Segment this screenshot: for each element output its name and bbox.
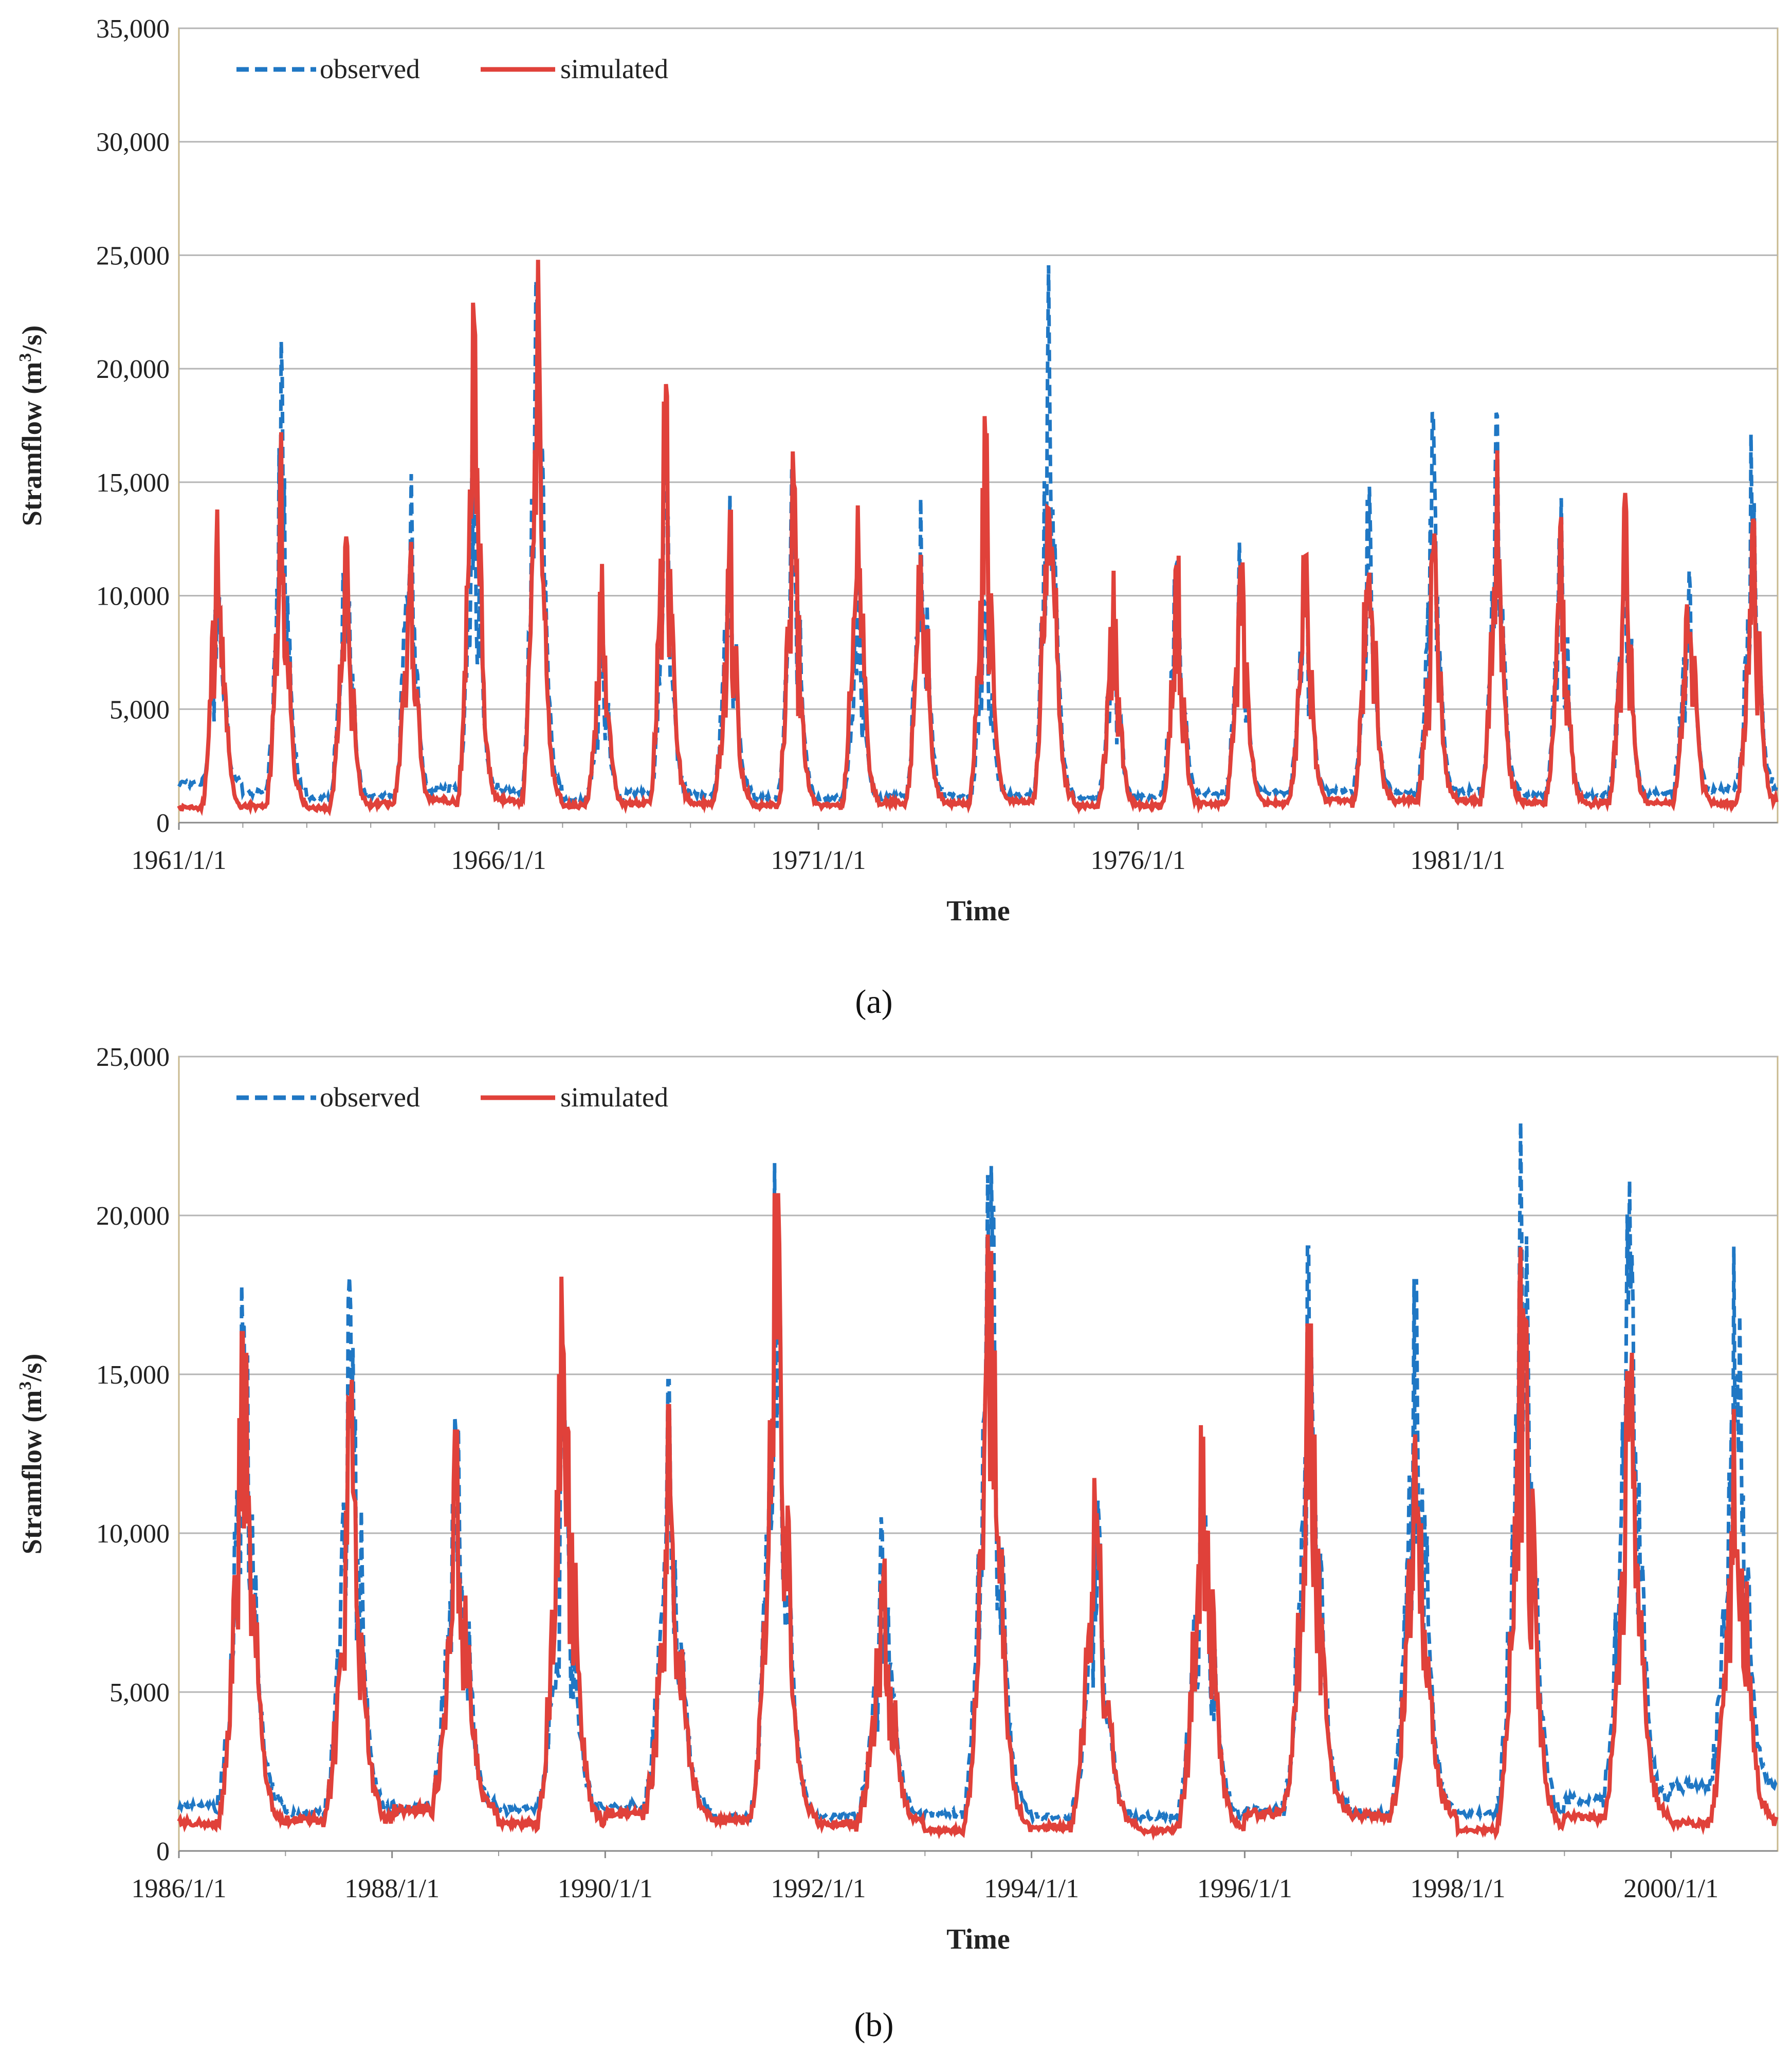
panel-a-caption: (a) [855,983,892,1021]
panel-b-x-tick-label: 1998/1/1 [1411,1874,1506,1903]
panel-b-plot-frame [178,1056,1779,1852]
panel-b-simulated-line [177,1193,1779,1841]
panel-b-caption: (b) [854,2006,894,2044]
legend-simulated-label: simulated [560,53,668,84]
panel-a-x-ticks: 1961/1/1 1966/1/1 1971/1/1 1976/1/1 1981/1/1 [132,823,1714,875]
panel-a-simulated-line [177,260,1779,816]
panel-a: 0 5,000 10,000 15,000 20,000 25,000 30,000 35,0… [16,14,1779,1021]
panel-a-y-tick-label: 30,000 [96,128,170,157]
panel-a-x-tick-label: 1971/1/1 [771,846,866,875]
panel-b-y-tick-label: 0 [156,1837,170,1866]
legend-observed-label: observed [320,53,420,84]
panel-b-x-axis-title: Time [946,1923,1010,1955]
panel-a-x-tick-label: 1981/1/1 [1411,846,1506,875]
panel-a-y-axis-title: Stramflow (m3/s) [16,325,47,526]
panel-a-x-axis-title: Time [946,895,1010,927]
panel-a-x-tick-label: 1966/1/1 [451,846,546,875]
panel-a-y-tick-labels: 0 5,000 10,000 15,000 20,000 25,000 30,000 35,0… [96,14,170,838]
panel-b-x-tick-label: 1996/1/1 [1197,1874,1292,1903]
panel-b-x-tick-label: 1992/1/1 [771,1874,866,1903]
panel-b-x-tick-label: 1990/1/1 [558,1874,653,1903]
panel-a-legend: observed simulated [236,53,668,84]
panel-b-y-tick-label: 10,000 [96,1519,170,1549]
panel-b-x-ticks: 1986/1/1 1988/1/1 1990/1/1 1992/1/1 1994/1/1… [132,1851,1718,1903]
panel-b-y-tick-label: 20,000 [96,1202,170,1231]
panel-a-y-tick-label: 35,000 [96,14,170,44]
panel-a-y-tick-label: 10,000 [96,582,170,611]
panel-b-x-tick-label: 2000/1/1 [1623,1874,1718,1903]
panel-b-x-tick-label: 1994/1/1 [984,1874,1079,1903]
panel-b-y-axis-title: Stramflow (m3/s) [16,1354,47,1554]
panel-a-y-tick-label: 15,000 [96,468,170,498]
panel-b-y-tick-label: 15,000 [96,1360,170,1390]
panel-a-y-tick-label: 5,000 [109,695,170,724]
panel-a-gridlines [179,27,1778,710]
panel-b-y-tick-labels: 0 5,000 10,000 15,000 20,000 25,000 [96,1043,170,1866]
panel-b-y-tick-label: 5,000 [109,1678,170,1707]
panel-b-y-tick-label: 25,000 [96,1043,170,1072]
legend-simulated-label: simulated [560,1082,668,1113]
panel-b-legend: observed simulated [236,1082,668,1113]
panel-a-y-tick-label: 0 [156,809,170,838]
legend-observed-label: observed [320,1082,420,1113]
panel-a-y-tick-label: 25,000 [96,241,170,270]
panel-b-x-tick-label: 1988/1/1 [344,1874,440,1903]
panel-a-y-tick-label: 20,000 [96,355,170,384]
panel-a-observed-line [177,265,1779,808]
panel-b-x-tick-label: 1986/1/1 [132,1874,227,1903]
panel-a-x-tick-label: 1976/1/1 [1091,846,1186,875]
panel-a-x-tick-label: 1961/1/1 [132,846,227,875]
